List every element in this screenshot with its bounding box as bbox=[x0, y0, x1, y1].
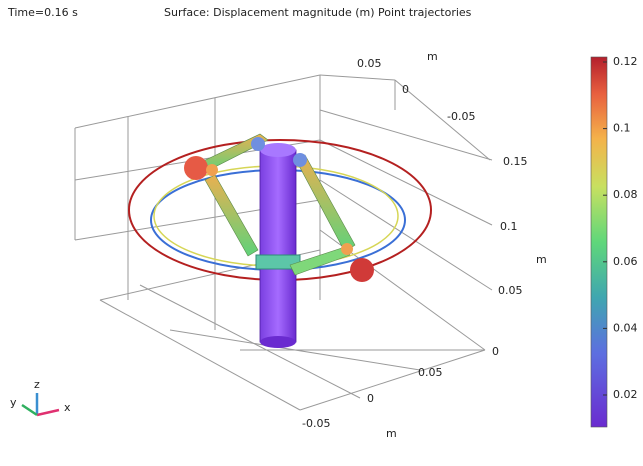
axis-triad: z x y bbox=[10, 378, 71, 417]
column-base bbox=[260, 336, 296, 348]
joint bbox=[341, 243, 353, 255]
link bbox=[289, 246, 351, 276]
joint bbox=[206, 164, 218, 176]
tick-label: 0.1 bbox=[500, 220, 518, 233]
axis-unit: m bbox=[386, 427, 397, 440]
joint bbox=[293, 153, 307, 167]
joint bbox=[251, 137, 265, 151]
tick-label: -0.05 bbox=[302, 417, 330, 430]
tick-label: -0.05 bbox=[447, 110, 475, 123]
colorbar bbox=[590, 56, 608, 428]
colorbar-ticks: 0.12 0.1 0.08 0.06 0.04 0.02 bbox=[603, 55, 638, 401]
colorbar-tick-label: 0.08 bbox=[613, 188, 638, 201]
mass bbox=[350, 258, 374, 282]
tick-label: 0.15 bbox=[503, 155, 528, 168]
link bbox=[204, 174, 259, 257]
triad-label: x bbox=[64, 401, 71, 414]
column bbox=[259, 149, 297, 343]
axis-unit: m bbox=[536, 253, 547, 266]
tick-label: 0.05 bbox=[498, 284, 523, 297]
mass bbox=[184, 156, 208, 180]
colorbar-tick-label: 0.04 bbox=[613, 321, 638, 334]
triad-label: z bbox=[34, 378, 40, 391]
tick-label: 0.05 bbox=[357, 57, 382, 70]
tick-label: 0 bbox=[492, 345, 499, 358]
time-label: Time=0.16 s bbox=[7, 6, 78, 19]
colorbar-tick-label: 0.12 bbox=[613, 55, 638, 68]
plot-title: Surface: Displacement magnitude (m) Poin… bbox=[164, 6, 472, 19]
tick-label: 0.05 bbox=[418, 366, 443, 379]
column-top bbox=[260, 143, 296, 157]
tick-label: 0 bbox=[402, 83, 409, 96]
triad-label: y bbox=[10, 396, 17, 409]
tick-label: 0 bbox=[367, 392, 374, 405]
colorbar-tick-label: 0.1 bbox=[613, 122, 631, 135]
axis-unit: m bbox=[427, 50, 438, 63]
colorbar-tick-label: 0.02 bbox=[613, 388, 638, 401]
colorbar-tick-label: 0.06 bbox=[613, 255, 638, 268]
